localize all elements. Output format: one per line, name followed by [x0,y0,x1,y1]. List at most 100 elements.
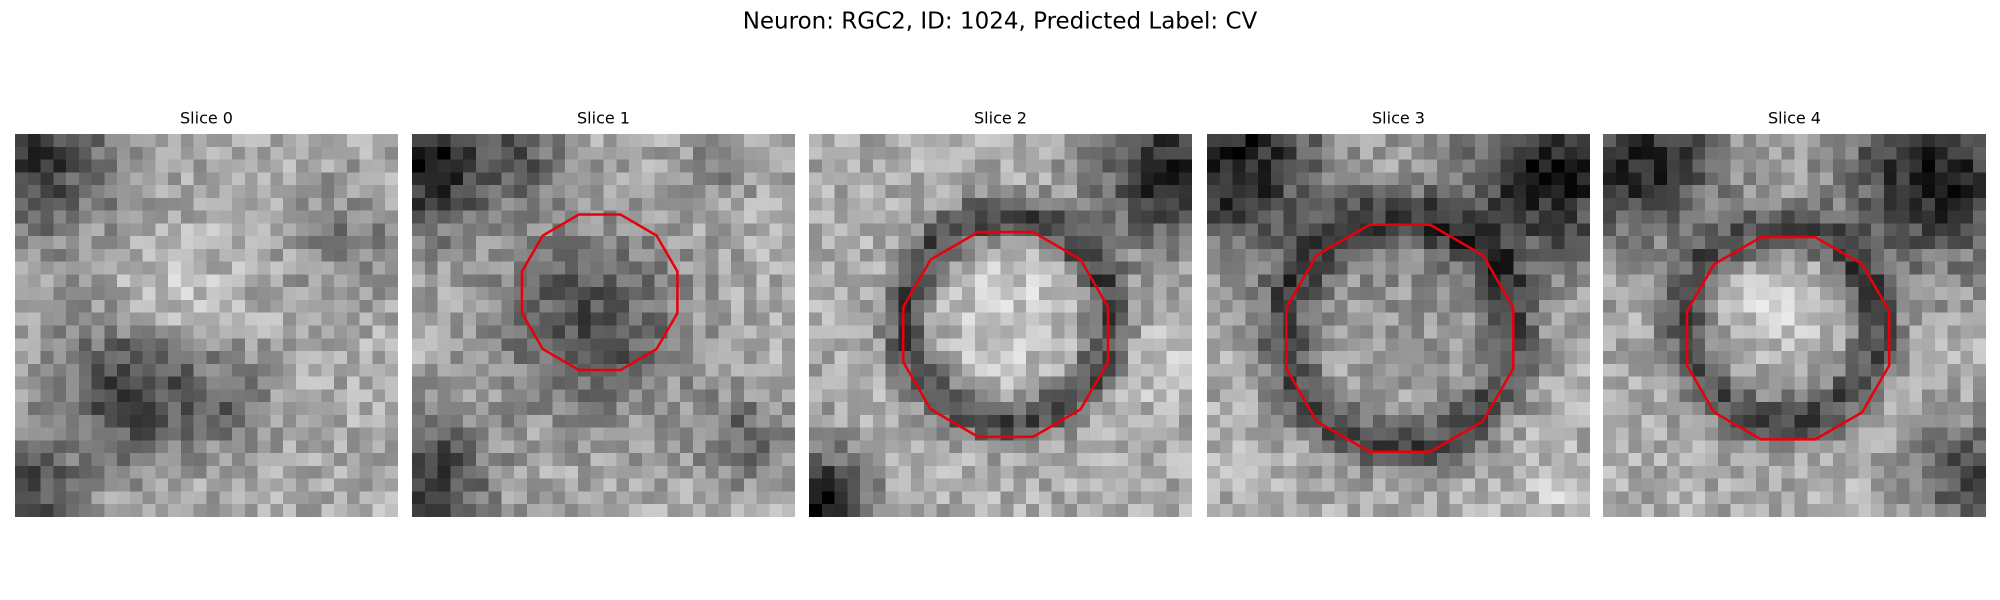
pixel [577,248,591,262]
pixel [142,185,156,199]
pixel [1360,210,1374,224]
pixel [629,504,643,517]
pixel [1411,453,1425,467]
pixel [1947,338,1961,352]
pixel [1896,261,1910,275]
pixel [616,274,630,288]
pixel [1896,134,1910,148]
pixel [15,236,29,250]
pixel [346,236,360,250]
pixel [155,146,169,160]
pixel [565,427,579,441]
pixel [911,236,925,250]
pixel [1628,351,1642,365]
pixel [692,453,706,467]
pixel [1153,172,1167,186]
pixel [565,261,579,275]
pixel [1705,338,1719,352]
pixel [1628,312,1642,326]
pixel [898,453,912,467]
pixel [129,338,143,352]
pixel [437,389,451,403]
pixel [809,465,823,479]
pixel [885,325,899,339]
pixel [590,248,604,262]
pixel [885,427,899,441]
pixel [1372,414,1386,428]
pixel [731,210,745,224]
pixel [15,351,29,365]
pixel [475,427,489,441]
pixel [104,376,118,390]
pixel [1270,465,1284,479]
pixel [270,312,284,326]
pixel [680,274,694,288]
pixel [1654,440,1668,454]
pixel [1166,223,1180,237]
pixel [1385,210,1399,224]
pixel [1334,504,1348,517]
pixel [1577,197,1590,211]
pixel [860,197,874,211]
pixel [718,185,732,199]
pixel [539,248,553,262]
pixel [552,338,566,352]
pixel [577,210,591,224]
pixel [1334,223,1348,237]
pixel [539,312,553,326]
pixel [705,134,719,148]
pixel [1820,338,1834,352]
pixel [1717,478,1731,492]
pixel [526,376,540,390]
pixel [974,453,988,467]
pixel [488,389,502,403]
pixel [731,236,745,250]
pixel [860,159,874,173]
pixel [514,210,528,224]
pixel [180,389,194,403]
pixel [257,427,271,441]
pixel [718,299,732,313]
pixel [654,414,668,428]
pixel [232,491,246,505]
pixel [1385,440,1399,454]
pixel [1140,248,1154,262]
pixel [1960,363,1974,377]
pixel [1128,338,1142,352]
pixel [769,440,783,454]
pixel [1102,504,1116,517]
pixel [603,491,617,505]
pixel [104,210,118,224]
pixel [1232,287,1246,301]
pixel [334,440,348,454]
pixel [898,325,912,339]
pixel [514,261,528,275]
pixel [1296,287,1310,301]
pixel [1564,172,1578,186]
pixel [1641,363,1655,377]
pixel [270,248,284,262]
pixel [987,236,1001,250]
pixel [1245,172,1259,186]
pixel [1564,478,1578,492]
pixel [1794,453,1808,467]
pixel [1424,146,1438,160]
pixel [565,325,579,339]
pixel [270,465,284,479]
pixel [1896,338,1910,352]
pixel [1140,146,1154,160]
pixel [15,146,29,160]
pixel [1411,402,1425,416]
pixel [66,236,80,250]
pixel [834,261,848,275]
pixel [1922,210,1936,224]
pixel [1475,504,1489,517]
pixel [1666,465,1680,479]
pixel [1360,491,1374,505]
pixel [1089,491,1103,505]
pixel [475,414,489,428]
pixel [1102,146,1116,160]
pixel [1462,274,1476,288]
pixel [1475,134,1489,148]
pixel [1077,236,1091,250]
